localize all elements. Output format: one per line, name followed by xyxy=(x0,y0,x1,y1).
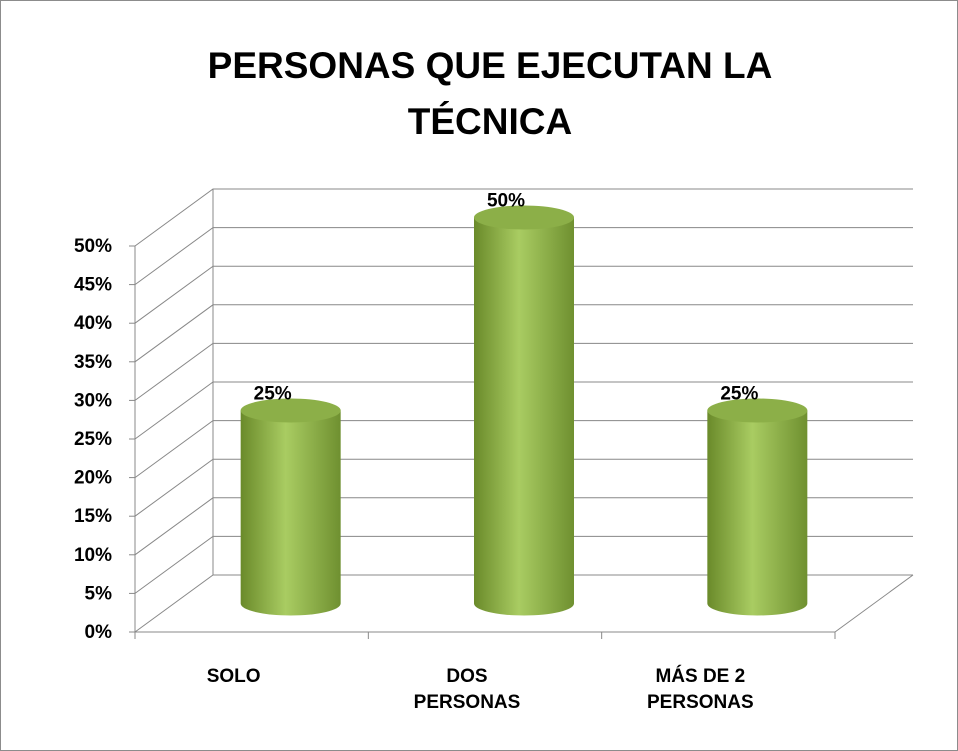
bar-top xyxy=(474,205,574,230)
y-tick-label: 50% xyxy=(74,236,112,257)
grid-line xyxy=(134,535,913,594)
chart-title: PERSONAS QUE EJECUTAN LA TÉCNICA xyxy=(207,45,773,142)
grid-line xyxy=(134,342,913,401)
grid-line xyxy=(134,265,913,324)
bar-top xyxy=(240,398,341,423)
y-tick-label: 10% xyxy=(74,545,112,566)
grid-line xyxy=(134,497,913,556)
grid-line xyxy=(134,188,913,247)
floor-edge xyxy=(834,574,914,633)
x-tick-label: DOS PERSONAS xyxy=(413,666,521,713)
bar xyxy=(240,410,341,616)
y-tick-label: 25% xyxy=(74,429,112,450)
grid-line xyxy=(134,227,913,286)
grid-line xyxy=(134,381,913,440)
y-tick-label: 40% xyxy=(74,313,112,334)
x-tick-label: MÁS DE 2 PERSONAS xyxy=(647,666,754,713)
y-tick-label: 45% xyxy=(74,275,112,296)
bar-top xyxy=(707,398,808,423)
x-tick-label: SOLO xyxy=(206,666,261,687)
y-tick-label: 0% xyxy=(85,622,113,643)
data-label: 50% xyxy=(487,191,525,212)
y-tick-label: 20% xyxy=(74,468,112,489)
y-tick-label: 30% xyxy=(74,390,112,411)
data-label: 25% xyxy=(720,384,758,405)
grid-line xyxy=(134,304,913,363)
y-tick-label: 5% xyxy=(85,583,113,604)
y-tick-label: 35% xyxy=(74,352,112,373)
bar xyxy=(474,217,574,616)
grid-line xyxy=(134,458,913,517)
grid-line xyxy=(134,420,913,479)
bar xyxy=(707,410,808,616)
grid-line xyxy=(134,574,913,633)
data-label: 25% xyxy=(254,384,292,405)
y-tick-label: 15% xyxy=(74,506,112,527)
